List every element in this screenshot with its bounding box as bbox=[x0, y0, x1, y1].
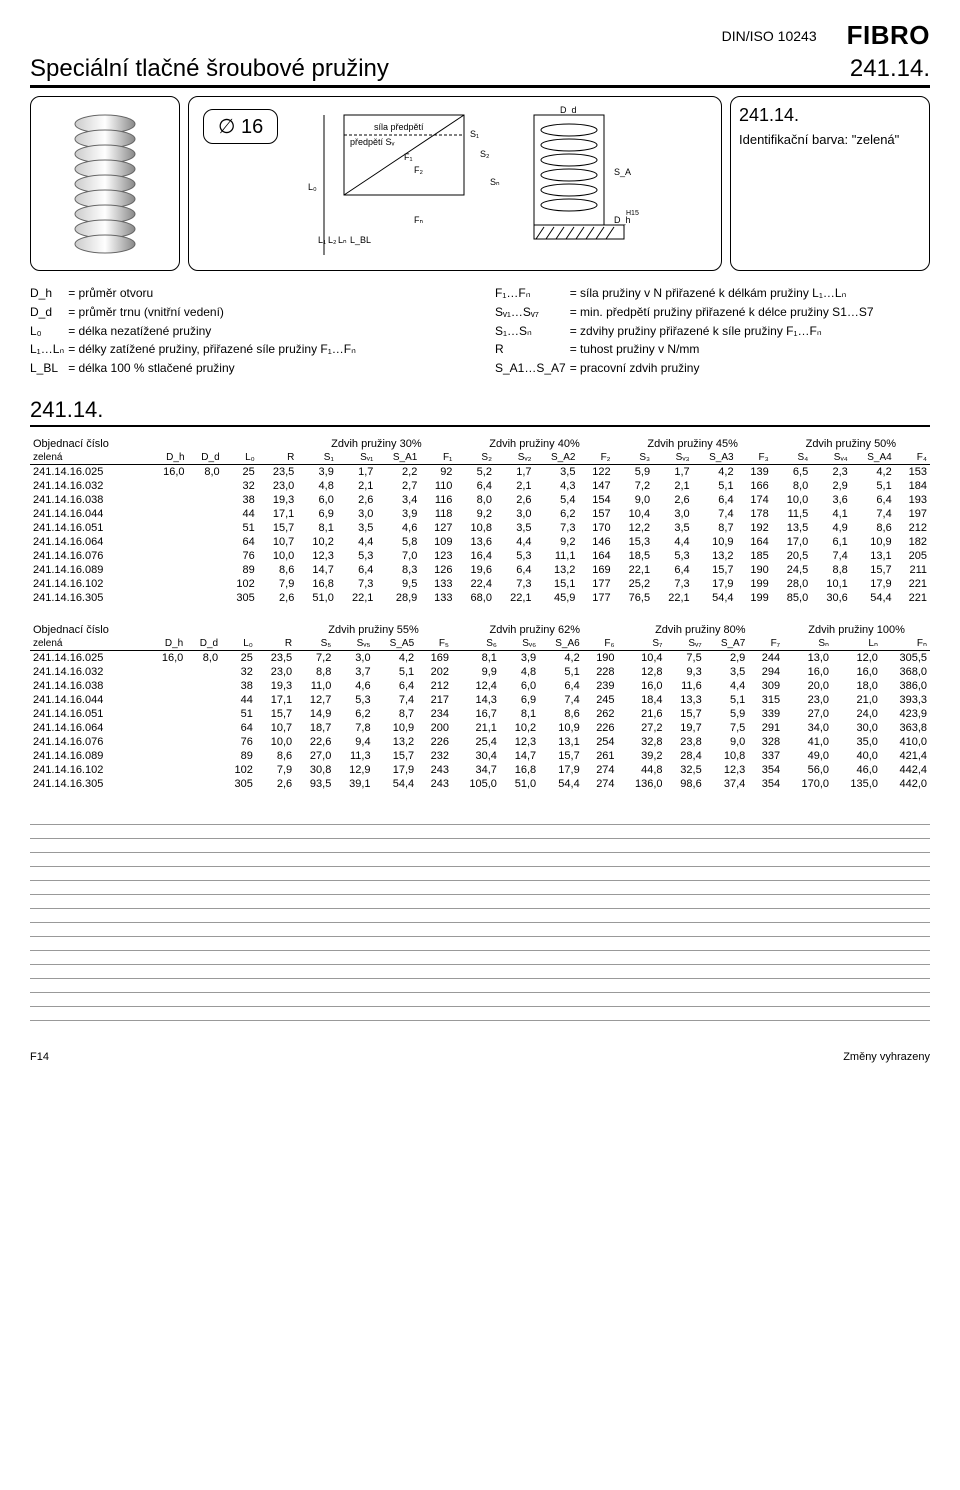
definitions: D_h= průměr otvoruD_d= průměr trnu (vnit… bbox=[30, 285, 930, 379]
svg-text:Fₙ: Fₙ bbox=[414, 215, 423, 225]
page-title: Speciální tlačné šroubové pružiny bbox=[30, 55, 389, 83]
svg-text:S₁: S₁ bbox=[470, 129, 479, 139]
svg-text:L₀: L₀ bbox=[308, 182, 317, 192]
spring-photo-panel bbox=[30, 96, 180, 271]
svg-text:L₁: L₁ bbox=[318, 235, 326, 245]
info-panel: 241.14. Identifikační barva: "zelená" bbox=[730, 96, 930, 271]
svg-text:S₂: S₂ bbox=[480, 149, 490, 159]
svg-text:D_d: D_d bbox=[560, 105, 577, 115]
svg-text:Sₙ: Sₙ bbox=[490, 177, 500, 187]
svg-text:síla předpětí: síla předpětí bbox=[374, 122, 424, 132]
top-section: ∅ 16 síla předpětí předpětí Sᵥ F₁ F₂ Fₙ … bbox=[30, 96, 930, 271]
diagram-panel: ∅ 16 síla předpětí předpětí Sᵥ F₁ F₂ Fₙ … bbox=[188, 96, 722, 271]
info-code: 241.14. bbox=[739, 105, 921, 126]
definitions-right: F₁…Fₙ= síla pružiny v N přiřazené k délk… bbox=[495, 285, 930, 379]
svg-text:L_BL: L_BL bbox=[350, 235, 371, 245]
footer: F14 Změny vyhrazeny bbox=[30, 1051, 930, 1063]
footer-left: F14 bbox=[30, 1051, 49, 1063]
svg-text:Lₙ: Lₙ bbox=[338, 235, 347, 245]
data-table-2: Objednací čísloZdvih pružiny 55%Zdvih pr… bbox=[30, 623, 930, 791]
svg-text:S_A: S_A bbox=[614, 167, 631, 177]
spring-diagram: síla předpětí předpětí Sᵥ F₁ F₂ Fₙ S₁ S₂… bbox=[284, 105, 664, 265]
svg-text:H15: H15 bbox=[626, 210, 639, 217]
header: DIN/ISO 10243 FIBRO bbox=[30, 20, 930, 51]
section-code: 241.14. bbox=[30, 397, 930, 427]
diameter-label: ∅ 16 bbox=[203, 109, 278, 144]
svg-text:L₂: L₂ bbox=[328, 235, 337, 245]
rule-lines bbox=[30, 811, 930, 1021]
svg-text:předpětí Sᵥ: předpětí Sᵥ bbox=[350, 137, 395, 147]
title-code: 241.14. bbox=[850, 55, 930, 83]
svg-text:F₁: F₁ bbox=[404, 152, 413, 162]
brand-logo: FIBRO bbox=[847, 20, 930, 51]
info-ident: Identifikační barva: "zelená" bbox=[739, 132, 921, 147]
definitions-left: D_h= průměr otvoruD_d= průměr trnu (vnit… bbox=[30, 285, 465, 379]
footer-right: Změny vyhrazeny bbox=[843, 1051, 930, 1063]
spring-icon bbox=[60, 109, 150, 259]
data-table-1: Objednací čísloZdvih pružiny 30%Zdvih pr… bbox=[30, 437, 930, 605]
svg-text:F₂: F₂ bbox=[414, 165, 423, 175]
standard-code: DIN/ISO 10243 bbox=[722, 28, 817, 44]
title-row: Speciální tlačné šroubové pružiny 241.14… bbox=[30, 55, 930, 88]
